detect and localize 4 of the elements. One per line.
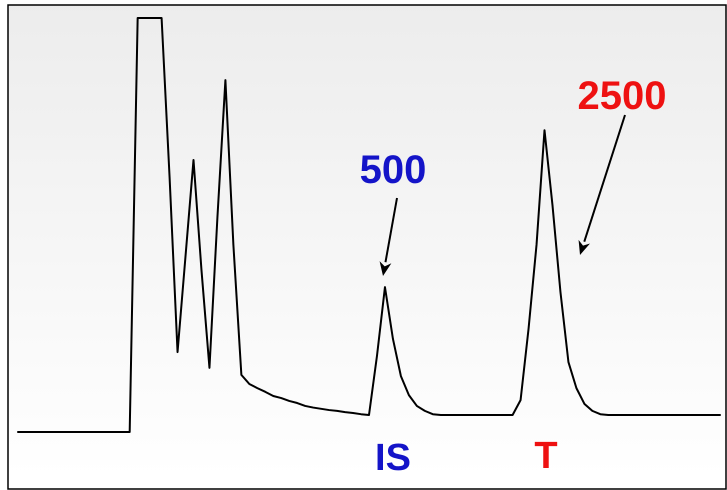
annotation: 2500	[578, 74, 666, 118]
text: IS	[375, 437, 411, 479]
annotation: 500	[360, 148, 426, 192]
text: T	[534, 435, 558, 477]
